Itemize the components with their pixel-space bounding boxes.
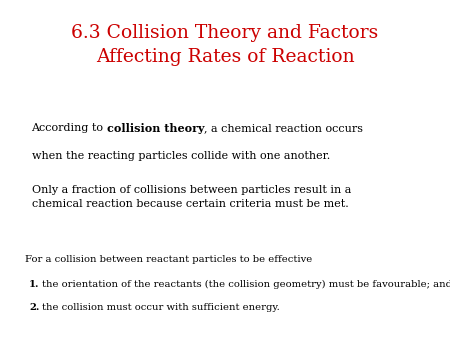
Text: 2.: 2. <box>29 303 40 312</box>
Text: According to: According to <box>32 123 107 134</box>
Text: collision theory: collision theory <box>107 123 204 135</box>
Text: 1.: 1. <box>29 280 40 289</box>
Text: the collision must occur with sufficient energy.: the collision must occur with sufficient… <box>42 303 280 312</box>
Text: , a chemical reaction occurs: , a chemical reaction occurs <box>204 123 364 134</box>
Text: the orientation of the reactants (the collision geometry) must be favourable; an: the orientation of the reactants (the co… <box>42 280 450 289</box>
Text: 6.3 Collision Theory and Factors
Affecting Rates of Reaction: 6.3 Collision Theory and Factors Affecti… <box>72 24 378 66</box>
Text: when the reacting particles collide with one another.: when the reacting particles collide with… <box>32 151 330 161</box>
Text: For a collision between reactant particles to be effective: For a collision between reactant particl… <box>25 255 312 264</box>
Text: 1.: 1. <box>29 280 40 289</box>
Text: Only a fraction of collisions between particles result in a
chemical reaction be: Only a fraction of collisions between pa… <box>32 185 351 209</box>
